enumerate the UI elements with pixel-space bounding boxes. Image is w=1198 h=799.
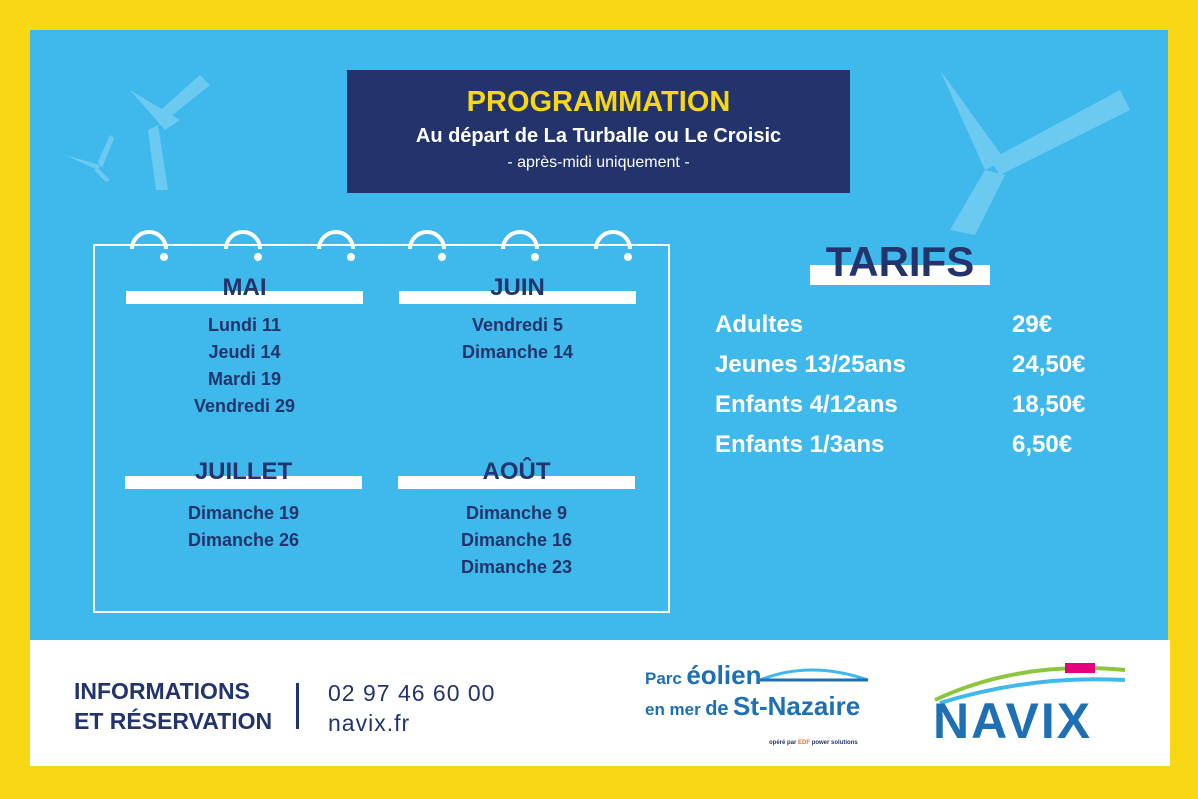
month: JUIN	[490, 274, 545, 301]
dates: Vendredi 5 Dimanche 14	[399, 312, 636, 366]
date: Dimanche 16	[460, 530, 573, 550]
tarifs-bar	[810, 265, 990, 285]
date: Jeudi 14	[208, 342, 281, 362]
month-bar	[126, 291, 363, 304]
navix-wave	[934, 663, 1126, 705]
logo-text: EDF	[798, 740, 811, 746]
month: JUILLET	[194, 458, 293, 485]
bridge-icon	[760, 668, 869, 682]
logo-text: en mer	[645, 700, 701, 719]
month-bar	[125, 476, 362, 489]
logo-text: de	[705, 698, 729, 720]
date: Lundi 11	[207, 315, 281, 335]
header-box: PROGRAMMATION Au départ de La Turballe o…	[347, 70, 850, 193]
header-note: - après-midi uniquement -	[507, 154, 690, 171]
logo-text: St-Nazaire	[733, 691, 861, 721]
date: Dimanche 9	[465, 503, 568, 523]
month-bar	[398, 476, 635, 489]
footer-panel	[30, 640, 1170, 766]
info-line: ET RÉSERVATION	[74, 708, 273, 734]
calendar	[93, 244, 670, 613]
header-title: PROGRAMMATION	[466, 86, 731, 118]
logo-text: éolien	[686, 660, 762, 690]
date: Dimanche 19	[187, 503, 300, 523]
website[interactable]: navix.fr	[328, 710, 411, 736]
dates: Dimanche 9 Dimanche 16 Dimanche 23	[398, 500, 635, 581]
phone[interactable]: 02 97 46 60 00	[328, 680, 496, 706]
navix-logo: NAVIX	[933, 693, 1093, 749]
date: Dimanche 14	[461, 342, 574, 362]
dates: Lundi 11 Jeudi 14 Mardi 19 Vendredi 29	[126, 312, 363, 420]
turbine-decoration	[65, 70, 1130, 235]
date: Vendredi 29	[193, 396, 296, 416]
dates: Dimanche 19 Dimanche 26	[125, 500, 362, 554]
month: MAI	[222, 274, 267, 301]
contact: 02 97 46 60 00 navix.fr	[328, 678, 495, 738]
date: Dimanche 26	[187, 530, 300, 550]
tarif-price: 29€	[1012, 311, 1053, 338]
info-line: INFORMATIONS	[74, 678, 250, 704]
header-subtitle: Au départ de La Turballe ou Le Croisic	[415, 125, 782, 147]
logo-text: power solutions	[811, 740, 858, 746]
tarif-price: 18,50€	[1012, 391, 1086, 418]
tarif-label: Enfants 4/12ans	[715, 391, 898, 418]
tarif-label: Jeunes 13/25ans	[715, 351, 906, 378]
date: Mardi 19	[207, 369, 282, 389]
divider	[296, 683, 299, 729]
tarif-price: 24,50€	[1012, 351, 1086, 378]
month: AOÛT	[482, 458, 551, 485]
tarif-label: Adultes	[715, 311, 804, 338]
logo-text: Parc	[645, 669, 682, 688]
month-bar	[399, 291, 636, 304]
info-label: INFORMATIONS ET RÉSERVATION	[74, 676, 272, 736]
logo-text: opéré par	[769, 740, 797, 746]
tarif-label: Enfants 1/3ans	[715, 431, 885, 458]
tarif-price: 6,50€	[1012, 431, 1073, 458]
date: Dimanche 23	[460, 557, 573, 577]
parc-logo: Parc éolien en mer de St-Nazaire opéré p…	[645, 660, 875, 746]
date: Vendredi 5	[471, 315, 564, 335]
calendar-rings	[130, 230, 632, 261]
tarifs-title: TARIFS	[825, 238, 975, 285]
